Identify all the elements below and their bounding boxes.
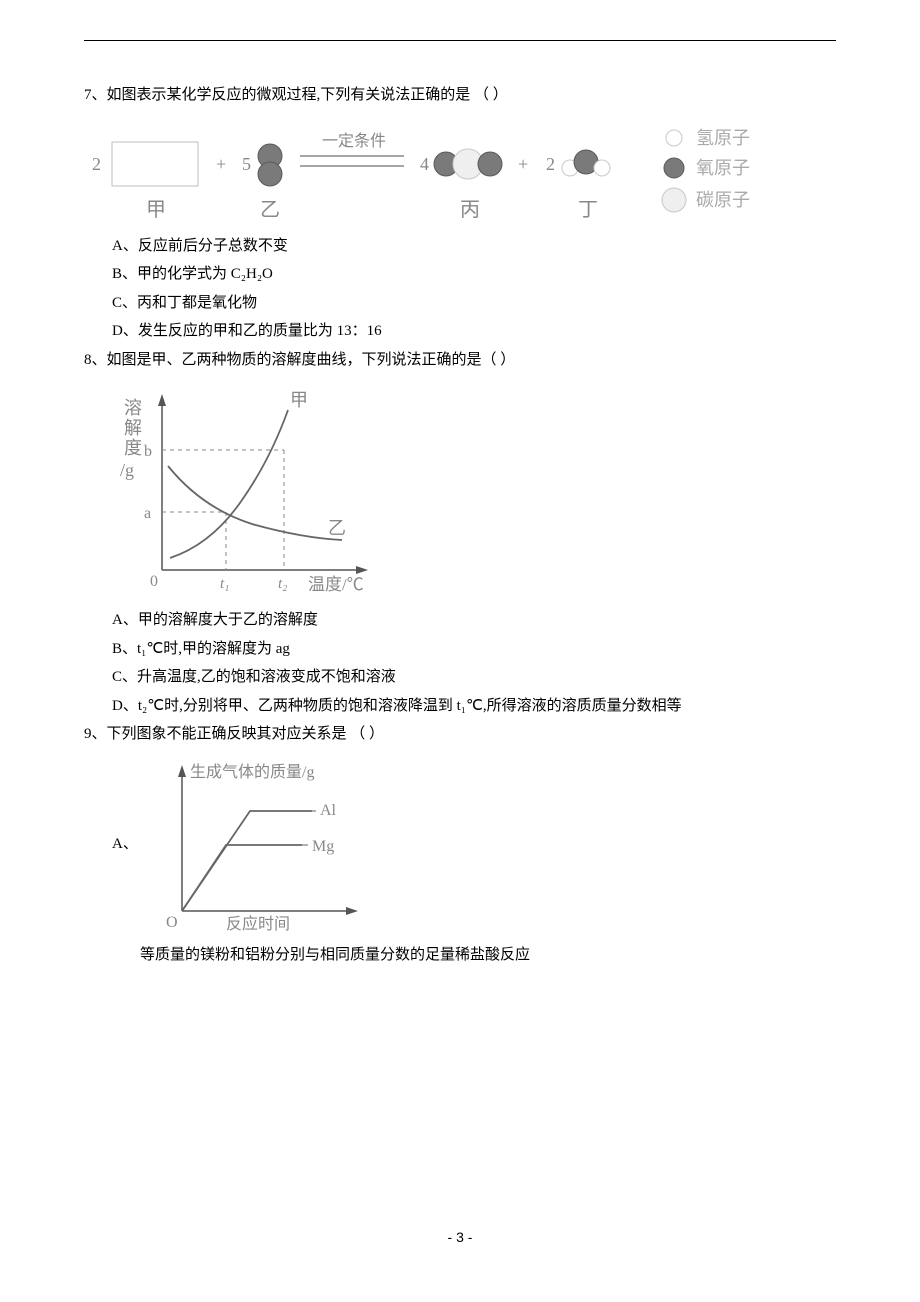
q8-opt-a: A、甲的溶解度大于乙的溶解度	[112, 606, 836, 635]
x-tick-t1: t₁	[220, 576, 229, 592]
header-rule	[84, 40, 836, 41]
legend-h-label: 氢原子	[696, 128, 750, 148]
label-ding: 丁	[578, 199, 598, 221]
q7-opt-d: D、发生反应的甲和乙的质量比为 13：16	[112, 317, 836, 346]
al-line	[182, 811, 312, 911]
coef-b: 5	[242, 154, 251, 174]
q8-opt-b: B、t₁℃时,甲的溶解度为 ag	[112, 635, 836, 664]
legend-h-icon	[666, 130, 682, 146]
legend-c-label: 碳原子	[696, 190, 750, 210]
x-arrow-icon	[346, 907, 358, 915]
y-title-1: 溶	[124, 398, 142, 418]
mg-line	[182, 845, 302, 911]
coef-d: 2	[546, 154, 555, 174]
mg-label: Mg	[312, 838, 334, 855]
yi-molecule	[258, 144, 282, 186]
q9-stem: 9、下列图象不能正确反映其对应关系是 （ ）	[84, 720, 836, 749]
y-tick-a: a	[144, 505, 151, 522]
legend-o-icon	[664, 158, 684, 178]
x-tick-t2: t₂	[278, 576, 287, 592]
q8-opt-c: C、升高温度,乙的饱和溶液变成不饱和溶液	[112, 663, 836, 692]
legend-o-label: 氧原子	[696, 158, 750, 178]
arrow-label: 一定条件	[322, 132, 386, 150]
q9-option-a: A、 生成气体的质量/g O 反应时间 Al Mg	[112, 755, 836, 935]
question-7: 7、如图表示某化学反应的微观过程,下列有关说法正确的是 （ ） 2 甲 + 5 …	[84, 81, 836, 346]
coef-a: 2	[92, 154, 101, 174]
plus-1: +	[216, 154, 226, 174]
y-arrow-icon	[158, 394, 166, 406]
y-unit: /g	[120, 460, 134, 480]
jia-curve	[170, 410, 288, 558]
y-label: 生成气体的质量/g	[190, 763, 314, 781]
page-number: - 3 -	[84, 1229, 836, 1245]
q7-opt-b: B、甲的化学式为 C₂H₂O	[112, 260, 836, 289]
q7-opt-a: A、反应前后分子总数不变	[112, 232, 836, 261]
plus-2: +	[518, 154, 528, 174]
label-bing: 丙	[460, 199, 480, 221]
y-title-3: 度	[124, 438, 142, 458]
x-label: 反应时间	[226, 914, 290, 933]
yi-label: 乙	[328, 518, 346, 538]
ding-molecule	[562, 150, 610, 176]
y-tick-b: b	[144, 443, 152, 460]
legend: 氢原子 氧原子 碳原子	[662, 128, 750, 212]
yi-curve	[168, 466, 342, 540]
q7-opt-c: C、丙和丁都是氧化物	[112, 289, 836, 318]
q7-diagram: 2 甲 + 5 乙 一定条件 4	[84, 116, 836, 226]
legend-c-icon	[662, 188, 686, 212]
jia-label: 甲	[290, 390, 308, 410]
x-axis-label: 温度/℃	[308, 575, 364, 594]
q8-opt-d: D、t₂℃时,分别将甲、乙两种物质的饱和溶液降温到 t₁℃,所得溶液的溶质质量分…	[112, 692, 836, 721]
origin-label: O	[166, 914, 178, 931]
bing-molecule	[434, 149, 502, 179]
label-jia: 甲	[146, 199, 166, 221]
q9-opt-a-letter: A、	[112, 830, 138, 859]
q9-opt-a-caption: 等质量的镁粉和铝粉分别与相同质量分数的足量稀盐酸反应	[140, 941, 836, 970]
question-8: 8、如图是甲、乙两种物质的溶解度曲线，下列说法正确的是（ ） 溶 解 度 /g …	[84, 346, 836, 721]
question-9: 9、下列图象不能正确反映其对应关系是 （ ） A、 生成气体的质量/g O 反应…	[84, 720, 836, 969]
q7-stem: 7、如图表示某化学反应的微观过程,下列有关说法正确的是 （ ）	[84, 81, 836, 110]
y-arrow-icon	[178, 765, 186, 777]
q8-stem: 8、如图是甲、乙两种物质的溶解度曲线，下列说法正确的是（ ）	[84, 346, 836, 375]
x-arrow-icon	[356, 566, 368, 574]
y-title-2: 解	[124, 418, 142, 438]
jia-box	[112, 142, 198, 186]
origin-label: 0	[150, 573, 158, 590]
coef-c: 4	[420, 154, 429, 174]
label-yi: 乙	[260, 199, 280, 221]
q8-chart: 溶 解 度 /g b a 0 t₁ t₂ 温度/℃	[84, 380, 836, 600]
al-label: Al	[320, 802, 337, 819]
